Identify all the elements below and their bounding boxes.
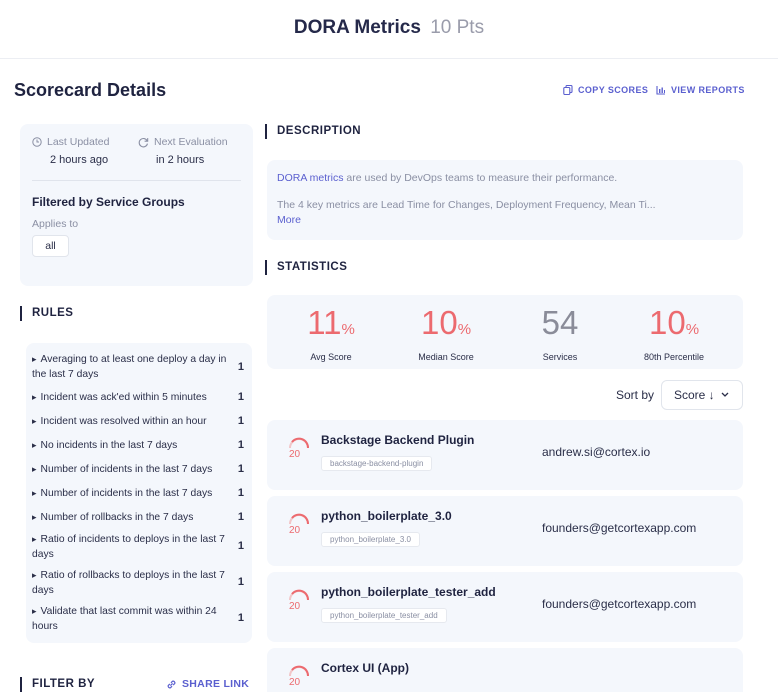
service-owner: andrew.si@cortex.io: [542, 445, 651, 459]
scorecard-info-card: Last Updated 2 hours ago Next Evaluation…: [20, 124, 253, 286]
rule-label: Ratio of rollbacks to deploys in the las…: [32, 568, 230, 598]
service-score: 20: [289, 601, 301, 612]
stat-label: Median Score: [418, 352, 474, 362]
rule-count: 1: [237, 415, 244, 427]
next-evaluation-value: in 2 hours: [156, 154, 205, 166]
services-stat: 54 Services: [506, 303, 614, 362]
share-link-label: SHARE LINK: [182, 678, 250, 690]
rule-count: 1: [237, 361, 244, 373]
sort-by-label: Sort by: [616, 388, 655, 402]
link-icon: [167, 680, 176, 688]
view-reports-label: VIEW REPORTS: [671, 85, 745, 95]
median-score-stat: 10% Median Score: [392, 303, 500, 362]
points-label: 10 Pts: [430, 17, 485, 38]
last-updated-label: Last Updated: [47, 136, 110, 148]
next-evaluation: Next Evaluation in 2 hours: [138, 136, 248, 166]
service-name: python_boilerplate_3.0: [321, 509, 452, 523]
sort-value: Score ↓: [674, 388, 715, 402]
rule-label: Ratio of incidents to deploys in the las…: [32, 532, 230, 562]
rule-label: Number of rollbacks in the 7 days: [32, 510, 230, 525]
service-row[interactable]: 20 python_boilerplate_3.0 python_boilerp…: [267, 496, 743, 566]
rule-count: 1: [237, 487, 244, 499]
rules-list: Averaging to at least one deploy a day i…: [26, 343, 252, 643]
rule-count: 1: [237, 391, 244, 403]
stat-value: 54: [541, 304, 579, 341]
applies-to-label: Applies to: [32, 218, 79, 230]
rule-label: Incident was ack'ed within 5 minutes: [32, 390, 230, 405]
stat-value: 10: [420, 304, 458, 341]
filter-by-heading: FILTER BY: [20, 677, 95, 692]
rule-label: Validate that last commit was within 24 …: [32, 604, 230, 634]
service-group-chip[interactable]: all: [32, 235, 69, 257]
description-heading: DESCRIPTION: [265, 124, 361, 139]
score-gauge-icon: [289, 665, 310, 677]
rule-count: 1: [237, 612, 244, 624]
stat-unit: %: [341, 321, 355, 338]
divider: [32, 180, 241, 181]
filtered-by-service-groups-title: Filtered by Service Groups: [32, 195, 185, 209]
scorecard-name: DORA Metrics: [293, 17, 421, 38]
score-gauge-icon: [289, 437, 310, 449]
sort-select[interactable]: Score ↓: [661, 380, 743, 410]
score-gauge-icon: [289, 513, 310, 525]
top-bar: DORA Metrics 10 Pts: [0, 0, 778, 59]
stat-label: 80th Percentile: [643, 352, 705, 362]
stat-unit: %: [685, 321, 700, 338]
statistics-card: 11% Avg Score 10% Median Score 54 Servic…: [267, 295, 743, 369]
service-tag: python_boilerplate_3.0: [321, 532, 420, 547]
service-owner: founders@getcortexapp.com: [542, 597, 697, 611]
stat-label: Services: [542, 352, 578, 362]
statistics-heading: STATISTICS: [265, 260, 347, 275]
copy-scores-label: COPY SCORES: [578, 85, 649, 95]
copy-icon: [563, 85, 573, 95]
service-owner: founders@getcortexapp.com: [542, 521, 697, 535]
rule-label: Incident was resolved within an hour: [32, 414, 230, 429]
stat-value: 10: [648, 304, 686, 341]
dora-metrics-link[interactable]: DORA metrics: [277, 172, 344, 184]
service-tag: backstage-backend-plugin: [321, 456, 433, 471]
description-line-1: DORA metrics are used by DevOps teams to…: [277, 172, 618, 184]
more-link[interactable]: More: [277, 214, 301, 226]
last-updated: Last Updated 2 hours ago: [32, 136, 142, 166]
next-evaluation-label: Next Evaluation: [154, 136, 228, 148]
stat-label: Avg Score: [310, 352, 352, 362]
share-link-button[interactable]: SHARE LINK: [166, 678, 249, 690]
service-name: Backstage Backend Plugin: [321, 433, 475, 447]
rule-count: 1: [237, 511, 244, 523]
rules-heading: RULES: [20, 306, 73, 321]
rule-count: 1: [237, 576, 244, 588]
scorecard-details-title: Scorecard Details: [14, 80, 167, 100]
rule-label: Averaging to at least one deploy a day i…: [32, 352, 230, 382]
description-line-2: The 4 key metrics are Lead Time for Chan…: [277, 199, 656, 211]
stat-unit: %: [457, 321, 472, 338]
copy-scores-button[interactable]: COPY SCORES: [563, 85, 648, 95]
page-title: DORA Metrics 10 Pts: [0, 17, 778, 39]
clock-icon: [32, 137, 42, 147]
score-gauge-icon: [289, 589, 310, 601]
rule-label: No incidents in the last 7 days: [32, 438, 230, 453]
service-row[interactable]: 20 Backstage Backend Plugin backstage-ba…: [267, 420, 743, 490]
rule-label: Number of incidents in the last 7 days: [32, 486, 230, 501]
chevron-down-icon: [721, 392, 729, 397]
stat-value: 11: [307, 304, 342, 341]
description-card: DORA metrics are used by DevOps teams to…: [267, 160, 743, 240]
view-reports-button[interactable]: VIEW REPORTS: [656, 85, 745, 95]
service-row[interactable]: 20 Cortex UI (App): [267, 648, 743, 692]
service-tag: python_boilerplate_tester_add: [321, 608, 447, 623]
rule-count: 1: [237, 463, 244, 475]
service-score: 20: [289, 449, 301, 460]
service-score: 20: [289, 677, 301, 688]
80th-percentile-stat: 10% 80th Percentile: [620, 303, 728, 362]
service-name: Cortex UI (App): [321, 661, 409, 675]
last-updated-value: 2 hours ago: [50, 154, 109, 166]
refresh-icon: [138, 137, 149, 147]
service-name: python_boilerplate_tester_add: [321, 585, 496, 599]
bar-chart-icon: [656, 86, 665, 95]
rule-count: 1: [237, 540, 244, 552]
avg-score-stat: 11% Avg Score: [277, 303, 385, 362]
rule-count: 1: [237, 439, 244, 451]
service-row[interactable]: 20 python_boilerplate_tester_add python_…: [267, 572, 743, 642]
rule-label: Number of incidents in the last 7 days: [32, 462, 230, 477]
service-score: 20: [289, 525, 301, 536]
